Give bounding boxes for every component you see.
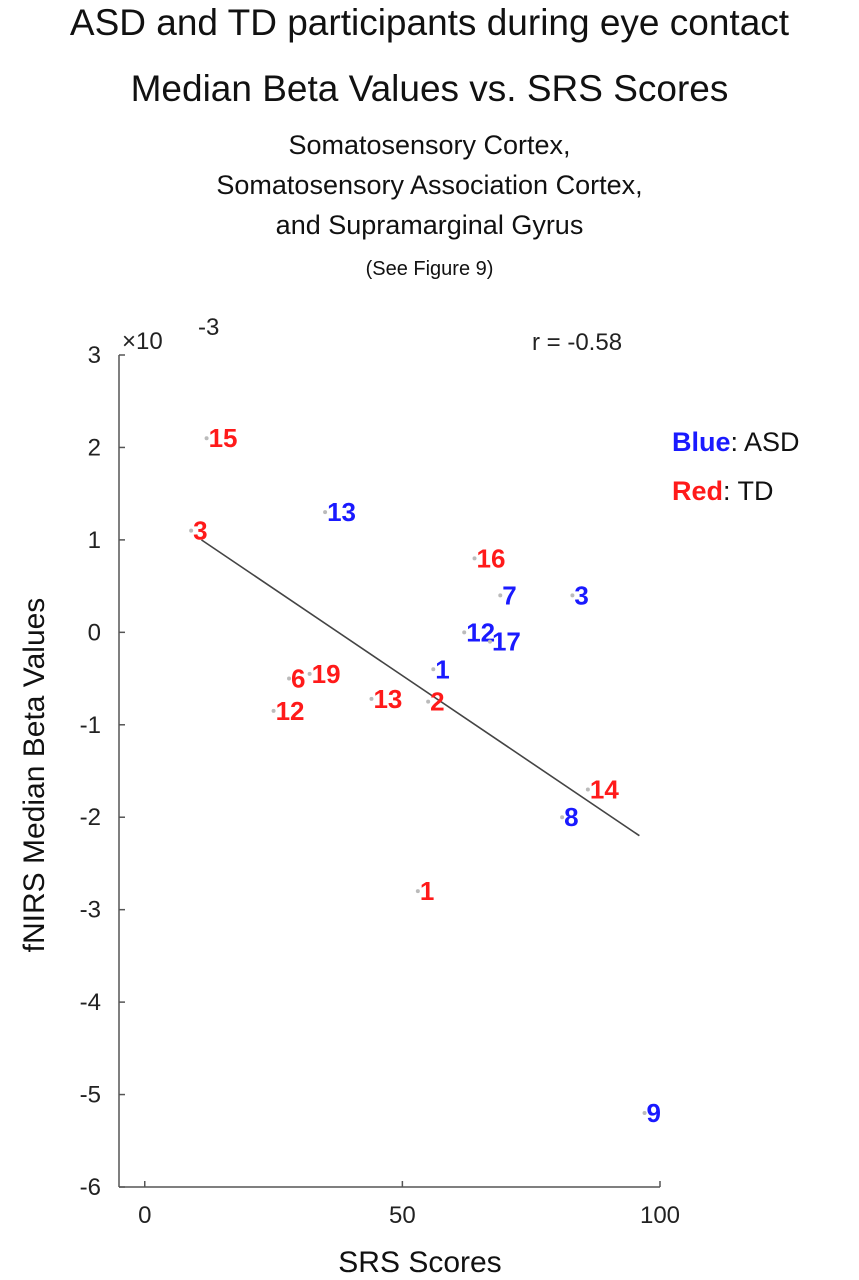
y-multiplier-exponent: -3 (198, 314, 219, 341)
y-tick-label: -5 (80, 1082, 101, 1109)
fit-line (200, 539, 640, 837)
y-tick-label: -6 (80, 1174, 101, 1201)
chart-subtitle: Median Beta Values vs. SRS Scores (130, 68, 729, 109)
data-point-marker (498, 593, 503, 598)
legend-asd-word: Blue (672, 427, 731, 457)
data-point-marker (369, 696, 374, 701)
data-point-marker (570, 593, 575, 598)
data-point-marker (560, 815, 565, 820)
data-point-marker (642, 1111, 647, 1116)
data-point-marker (271, 708, 276, 713)
fit-line-group (200, 539, 640, 837)
data-point-marker (462, 630, 467, 635)
y-tick-label: 2 (88, 434, 101, 461)
data-point-label: 12 (276, 696, 305, 726)
region-line-1: Somatosensory Cortex, (288, 130, 571, 160)
data-point-label: 3 (574, 580, 588, 610)
y-tick-label: -4 (80, 989, 101, 1016)
data-point-label: 8 (564, 802, 578, 832)
data-point-marker (323, 510, 328, 515)
data-point-label: 2 (430, 687, 444, 717)
y-axis-label: fNIRS Median Beta Values (18, 598, 51, 953)
data-point-label: 16 (477, 543, 506, 573)
data-point-marker (204, 436, 209, 441)
region-line-3: and Supramarginal Gyrus (275, 210, 584, 240)
x-tick-label: 50 (389, 1202, 416, 1229)
x-tick-label: 100 (640, 1202, 680, 1229)
data-point-label: 3 (193, 516, 207, 546)
legend: Blue: ASD Red: TD (672, 427, 800, 506)
data-point-label: 6 (291, 664, 305, 694)
data-point-marker (189, 528, 194, 533)
region-line-2: Somatosensory Association Cortex, (216, 170, 643, 200)
data-point-label: 13 (373, 684, 402, 714)
y-tick-label: -3 (80, 897, 101, 924)
x-axis-label: SRS Scores (338, 1246, 501, 1279)
data-point-marker (431, 667, 436, 672)
data-point-marker (287, 676, 292, 681)
data-point-label: 13 (327, 497, 356, 527)
y-tick-label: -2 (80, 804, 101, 831)
y-tick-label: 3 (88, 342, 101, 369)
y-tick-label: -1 (80, 712, 101, 739)
annotations: ×10 -3 r = -0.58 Blue: ASD Red: TD SRS S… (18, 314, 800, 1279)
y-multiplier: ×10 (122, 328, 163, 355)
legend-td-word: Red (672, 476, 723, 506)
data-point-marker (487, 639, 492, 644)
data-point-label: 17 (492, 627, 521, 657)
y-tick-label: 0 (88, 619, 101, 646)
data-point-label: 7 (502, 580, 516, 610)
data-point-marker (426, 699, 431, 704)
data-point-label: 9 (647, 1098, 661, 1128)
x-tick-label: 0 (138, 1202, 151, 1229)
svg-text:Blue: ASD: Blue: ASD (672, 427, 800, 457)
legend-td-text: : TD (723, 476, 774, 506)
data-point-marker (415, 889, 420, 894)
data-point-label: 14 (590, 774, 619, 804)
legend-asd-text: : ASD (731, 427, 800, 457)
figure-reference: (See Figure 9) (365, 258, 494, 280)
data-point-label: 1 (420, 876, 434, 906)
svg-text:Red: TD: Red: TD (672, 476, 774, 506)
y-tick-label: 1 (88, 527, 101, 554)
correlation-value: r = -0.58 (532, 329, 622, 356)
data-point-label: 15 (209, 423, 238, 453)
data-point-marker (585, 787, 590, 792)
data-point-marker (307, 671, 312, 676)
data-point-label: 19 (312, 659, 341, 689)
data-point-marker (472, 556, 477, 561)
data-point-label: 1 (435, 654, 449, 684)
chart-title: ASD and TD participants during eye conta… (69, 2, 790, 43)
